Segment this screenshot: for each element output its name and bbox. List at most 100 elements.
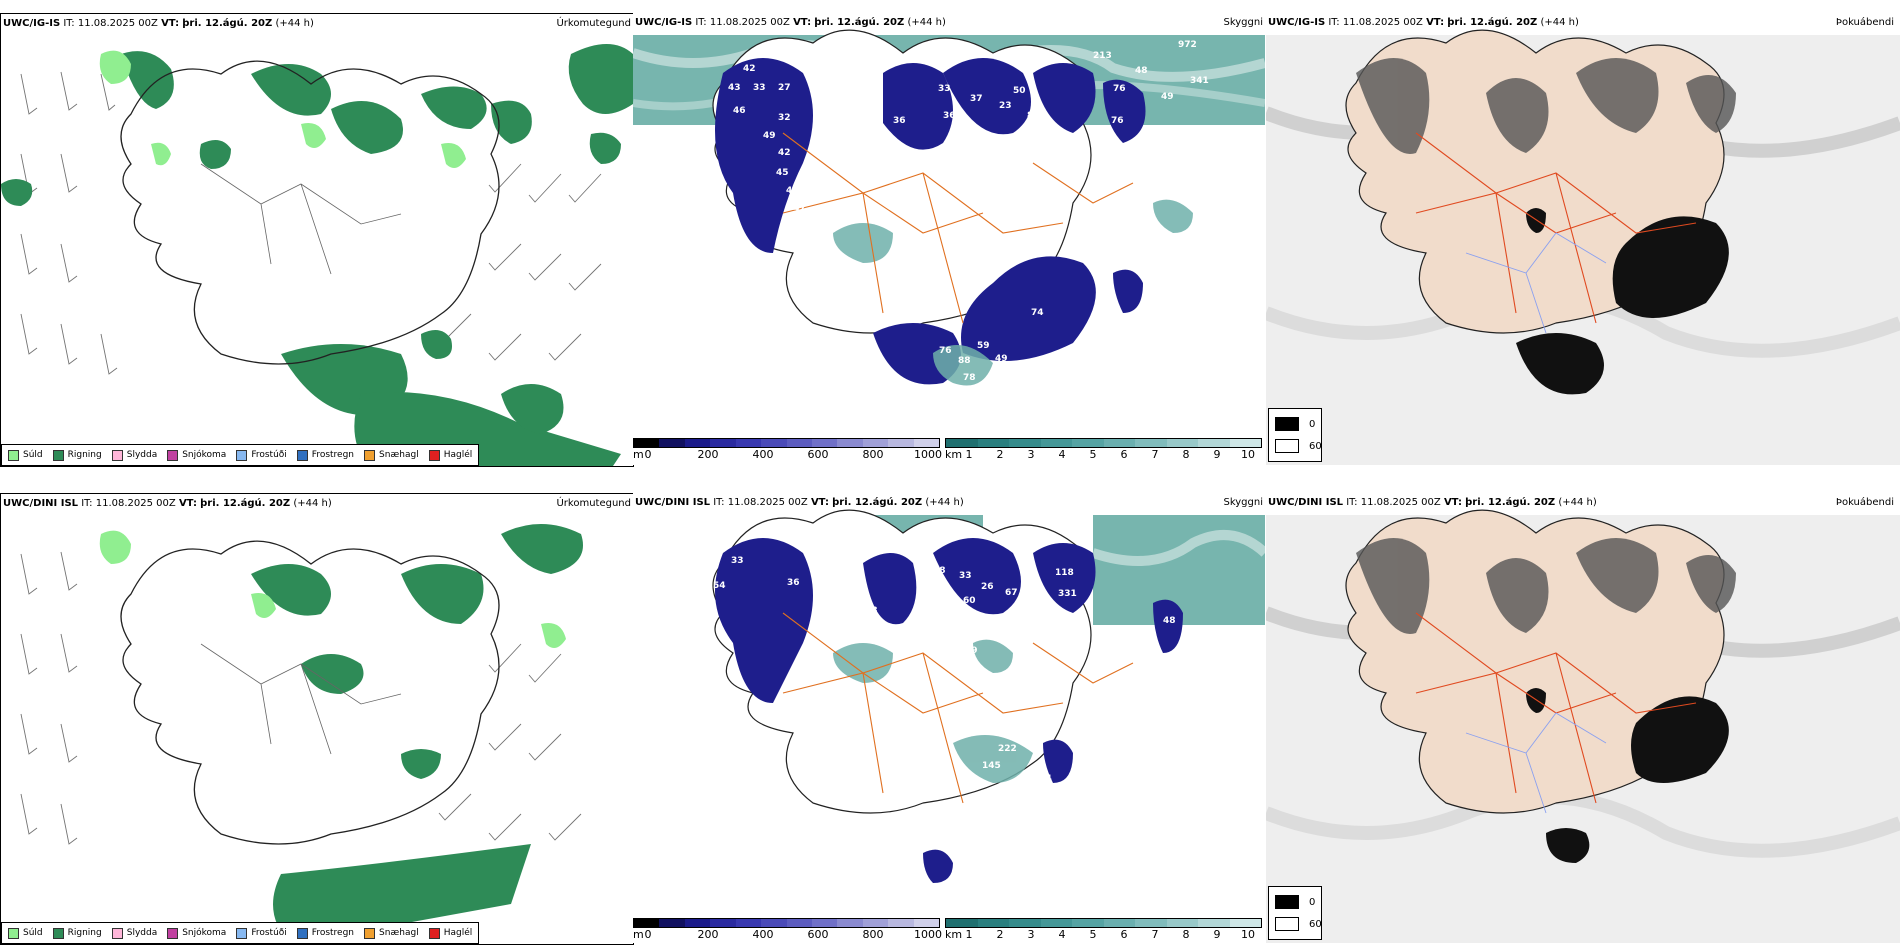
legend-item: Súld: [8, 449, 43, 461]
cloud-base-value: 45: [776, 168, 789, 178]
cloud-base-value: 54: [723, 536, 736, 546]
cloud-base-value: 47: [963, 776, 976, 786]
cloud-base-value: 145: [982, 761, 1001, 771]
cloud-base-value: 26: [981, 582, 994, 592]
legend-item: Slydda: [111, 449, 157, 461]
cloud-base-value: 46: [733, 106, 746, 116]
cloud-base-value: 193: [938, 643, 957, 653]
cloud-base-value: 42: [778, 148, 791, 158]
cloud-base-value: 76: [1111, 116, 1124, 126]
fog-map: [1266, 29, 1900, 465]
cloud-base-value: 225: [1205, 156, 1224, 166]
cloud-base-value: 43: [728, 83, 741, 93]
cloud-base-value: 49: [1161, 92, 1174, 102]
cloud-visibility-panel-row2: UWC/DINI ISL IT: 11.08.2025 00Z VT: þri.…: [633, 493, 1265, 943]
precip-map: [1, 44, 633, 466]
cloud-base-value: 27: [778, 83, 791, 93]
fog-legend: 0 60: [1268, 408, 1322, 462]
cloud-base-value: 78: [963, 373, 976, 383]
legend-item: 60: [1275, 917, 1322, 931]
legend-item: Haglél: [428, 449, 472, 461]
cloud-base-value: 81: [900, 689, 913, 699]
cloud-base-value: 50: [1013, 86, 1026, 96]
cloud-base-value: 76: [939, 346, 952, 356]
cloud-base-value: 101: [1019, 634, 1038, 644]
fog-indicator-panel-row2: UWC/DINI ISL IT: 11.08.2025 00Z VT: þri.…: [1266, 493, 1900, 943]
cloud-base-value: 341: [1190, 76, 1209, 86]
cloud-base-value: 48: [1135, 66, 1148, 76]
cloud-base-value: 118: [1055, 568, 1074, 578]
cloud-base-value: 47: [793, 204, 806, 214]
cloud-base-value: 222: [998, 744, 1017, 754]
visibility-colorbar: km 1 2 3 4 5 6 7 8 9 10: [945, 438, 1263, 462]
cloud-base-value: 59: [977, 341, 990, 351]
cloud-base-value: 48: [1163, 616, 1176, 626]
cloud-base-value: 33: [753, 83, 766, 93]
field-name: Þokuábendi: [1835, 497, 1894, 508]
cloud-base-value: 45: [1015, 602, 1028, 612]
panel-title: UWC/DINI ISL IT: 11.08.2025 00Z VT: þri.…: [1268, 497, 1597, 508]
legend-item: Snæhagl: [364, 449, 419, 461]
precip-type-legend: Súld Rigning Slydda Snjókoma Frostúði Fr…: [1, 922, 480, 944]
cloud-base-value: 29: [933, 391, 946, 401]
cloud-base-value: 37: [970, 94, 983, 104]
cloud-base-value: 13: [845, 354, 858, 364]
cloud-base-value: 289: [1211, 174, 1230, 184]
legend-item: Frostúði: [236, 927, 287, 939]
cloud-base-value: 89: [1025, 616, 1038, 626]
visibility-colorbar: km 1 2 3 4 5 6 7 8 9 10: [945, 918, 1263, 942]
cloud-base-value: 67: [1005, 588, 1018, 598]
legend-item: Frostregn: [296, 927, 354, 939]
cloud-base-value: 33: [938, 84, 951, 94]
cloud-base-colorbar: m 0 200 400 600 800 1000: [633, 918, 943, 942]
legend-item: 0: [1275, 417, 1315, 431]
field-name: Úrkomutegund: [556, 498, 631, 509]
cloud-base-value: 36: [787, 578, 800, 588]
panel-title: UWC/DINI ISL IT: 11.08.2025 00Z VT: þri.…: [3, 498, 332, 509]
precip-panel-row1: UWC/IG-IS IT: 11.08.2025 00Z VT: þri. 12…: [0, 13, 634, 467]
cloud-base-value: 331: [1058, 589, 1077, 599]
cloud-base-value: 43: [788, 224, 801, 234]
cloud-base-value: 48: [708, 552, 721, 562]
fog-indicator-panel-row1: UWC/IG-IS IT: 11.08.2025 00Z VT: þri. 12…: [1266, 13, 1900, 465]
cloud-base-value: 49: [995, 354, 1008, 364]
cloud-base-value: 63: [950, 658, 963, 668]
cloud-base-value: 103: [1143, 156, 1162, 166]
cloud-base-value: 213: [1093, 51, 1112, 61]
cloud-base-value: 51: [858, 590, 871, 600]
legend-item: Snjókoma: [167, 449, 226, 461]
legend-item: Súld: [8, 927, 43, 939]
cloud-base-value: 36: [943, 111, 956, 121]
cloud-base-value: 82: [1027, 111, 1040, 121]
cloud-base-value: 32: [778, 113, 791, 123]
cloud-base-value: 54: [713, 581, 726, 591]
cloud-base-value: 42: [743, 64, 756, 74]
field-name: Skyggni: [1223, 17, 1263, 28]
cloud-base-value: 302: [1006, 136, 1025, 146]
fog-legend: 0 60: [1268, 886, 1322, 940]
cloud-base-value: 43: [951, 136, 964, 146]
cloud-base-value: 45: [863, 134, 876, 144]
cloud-base-value: 972: [1178, 40, 1197, 50]
cloud-base-value: 23: [999, 101, 1012, 111]
legend-item: Haglél: [428, 927, 472, 939]
fog-map: [1266, 509, 1900, 943]
field-name: Þokuábendi: [1835, 17, 1894, 28]
cloud-base-value: 88: [958, 356, 971, 366]
legend-item: Frostregn: [296, 449, 354, 461]
cloud-base-colorbar: m 0 200 400 600 800 1000: [633, 438, 943, 462]
legend-item: 60: [1275, 439, 1322, 453]
cloud-base-value: 54: [913, 386, 926, 396]
field-name: Skyggni: [1223, 497, 1263, 508]
panel-title: UWC/IG-IS IT: 11.08.2025 00Z VT: þri. 12…: [1268, 17, 1579, 28]
cloud-base-value: 50: [955, 658, 968, 668]
cloud-base-value: 48: [865, 606, 878, 616]
legend-item: Slydda: [111, 927, 157, 939]
panel-title: UWC/IG-IS IT: 11.08.2025 00Z VT: þri. 12…: [635, 17, 946, 28]
cloud-base-value: 33: [731, 556, 744, 566]
legend-item: Frostúði: [236, 449, 287, 461]
legend-item: 0: [1275, 895, 1315, 909]
